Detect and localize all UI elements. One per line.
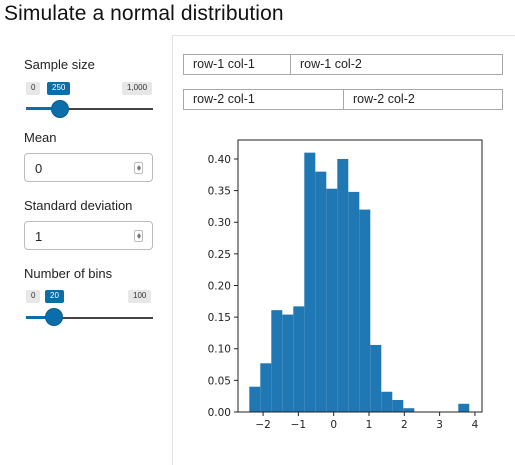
x-tick-label: 1 xyxy=(366,419,373,431)
bins-max: 100 xyxy=(128,290,152,303)
y-tick-label: 0.05 xyxy=(208,375,231,387)
histogram-bar xyxy=(260,363,272,412)
sd-input[interactable]: 1 xyxy=(24,221,153,250)
x-tick-label: −1 xyxy=(291,419,306,431)
mean-spinner-icon[interactable] xyxy=(134,162,143,174)
y-tick-label: 0.15 xyxy=(208,312,231,324)
histogram-bar xyxy=(282,314,294,412)
histogram-axes: 0.00 0.05 0.10 0.15 0.20 0.25 0.30 0.35 0.40 −2 −1… xyxy=(208,139,483,431)
x-tick-label: 4 xyxy=(472,419,479,431)
mean-input[interactable]: 0 xyxy=(24,153,153,182)
x-tick-label: 2 xyxy=(401,419,408,431)
mean-label: Mean xyxy=(24,130,57,145)
y-tick-label: 0.10 xyxy=(208,344,231,356)
histogram-bar xyxy=(359,209,371,412)
sd-value: 1 xyxy=(35,229,43,244)
grid-cell-r1c1: row-1 col-1 xyxy=(183,54,291,75)
sidebar-panel: Sample size 0 250 1,000 Mean 0 Standard … xyxy=(6,35,173,465)
bins-handle[interactable] xyxy=(46,309,62,325)
sample-size-track[interactable] xyxy=(26,108,153,110)
histogram-bar xyxy=(271,310,283,412)
histogram-bar xyxy=(370,344,382,412)
sd-spinner-icon[interactable] xyxy=(134,230,143,242)
x-tick-label: 0 xyxy=(330,419,337,431)
histogram-bar xyxy=(249,386,261,412)
histogram-bar xyxy=(315,171,327,412)
page-title: Simulate a normal distribution xyxy=(4,2,284,25)
bins-min: 0 xyxy=(26,290,41,303)
sample-size-label: Sample size xyxy=(24,57,95,72)
mean-value: 0 xyxy=(35,161,43,176)
histogram-bar xyxy=(304,152,316,412)
bins-label: Number of bins xyxy=(24,266,113,281)
y-tick-label: 0.35 xyxy=(208,186,231,198)
sample-size-fill xyxy=(26,107,60,110)
histogram-bar xyxy=(392,399,404,412)
histogram-bar xyxy=(293,306,305,412)
bins-fill xyxy=(26,316,54,319)
histogram-bars xyxy=(249,152,470,412)
y-tick-label: 0.25 xyxy=(208,249,231,261)
sample-size-value: 250 xyxy=(47,82,71,95)
x-tick-label: 3 xyxy=(436,419,443,431)
plot-frame xyxy=(237,139,483,413)
histogram-bar xyxy=(326,188,338,412)
grid-cell-r1c2: row-1 col-2 xyxy=(290,54,503,75)
y-tick-label: 0.20 xyxy=(208,280,231,292)
x-tick-label: −2 xyxy=(255,419,270,431)
histogram-chart: 0.00 0.05 0.10 0.15 0.20 0.25 0.30 0.35 0.40 −2 −1… xyxy=(208,139,483,431)
sample-size-max: 1,000 xyxy=(122,82,153,95)
sd-label: Standard deviation xyxy=(24,198,133,213)
y-tick-label: 0.40 xyxy=(208,154,231,166)
y-tick-label: 0.00 xyxy=(208,407,231,419)
y-tick-label: 0.30 xyxy=(208,217,231,229)
bins-value: 20 xyxy=(45,290,64,303)
histogram-bar xyxy=(381,391,393,412)
bins-track[interactable] xyxy=(26,317,153,319)
sample-size-min: 0 xyxy=(26,82,41,95)
grid-cell-r2c1: row-2 col-1 xyxy=(183,89,344,110)
histogram-bar xyxy=(403,408,415,412)
histogram-bar xyxy=(458,403,470,412)
histogram-bar xyxy=(348,191,360,412)
grid-cell-r2c2: row-2 col-2 xyxy=(343,89,503,110)
histogram-bar xyxy=(337,158,349,412)
sample-size-handle[interactable] xyxy=(52,101,68,117)
